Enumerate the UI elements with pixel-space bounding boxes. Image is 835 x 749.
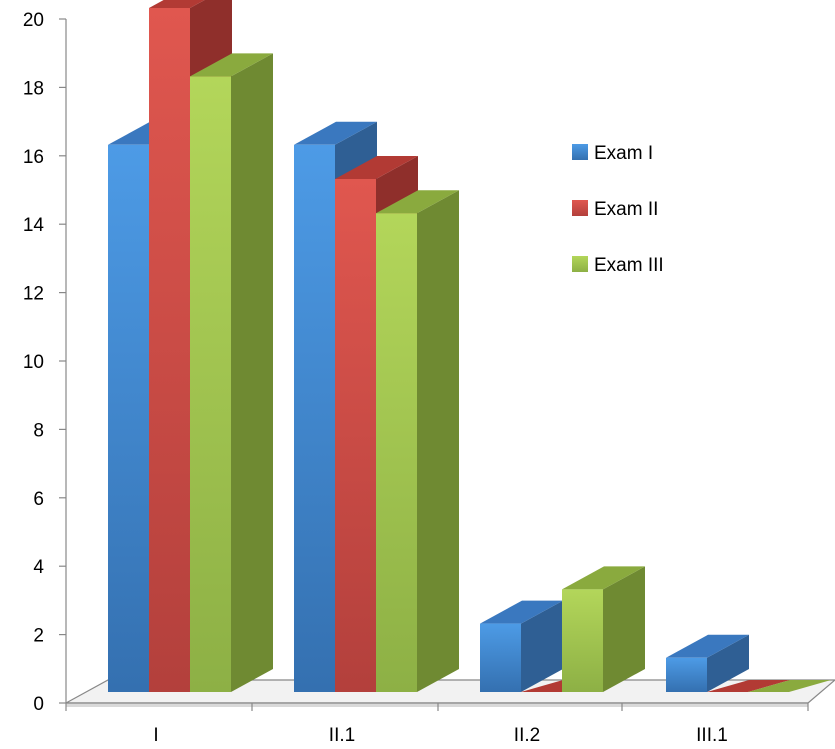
- bar-front: [376, 213, 417, 692]
- x-tick-label: I: [153, 725, 158, 746]
- bar-top: [376, 190, 459, 214]
- bar-top: [707, 680, 790, 692]
- bars: [108, 0, 831, 693]
- bar-top: [190, 53, 273, 77]
- bar: [707, 680, 790, 692]
- bar-front: [562, 589, 603, 692]
- bar-top: [562, 566, 645, 590]
- x-tick-label: II.2: [514, 725, 540, 746]
- y-tick-label: 4: [33, 557, 44, 578]
- bar-side: [603, 566, 645, 692]
- bar: [562, 566, 645, 692]
- bar-front: [666, 657, 707, 692]
- y-tick-label: 20: [23, 10, 44, 31]
- bar-top: [480, 600, 563, 624]
- legend: Exam I Exam II Exam III: [572, 143, 664, 276]
- bar: [748, 680, 831, 692]
- bar-front: [294, 144, 335, 693]
- bar-top: [335, 156, 418, 179]
- x-tick-label: III.1: [696, 725, 728, 746]
- y-tick-label: 18: [23, 78, 44, 99]
- legend-swatch: [572, 256, 588, 272]
- bar-top: [149, 0, 205, 8]
- bar-side: [521, 600, 563, 692]
- bar: [376, 190, 459, 692]
- y-tick-label: 12: [23, 284, 44, 305]
- legend-swatch: [572, 200, 588, 216]
- bar-side: [707, 634, 749, 692]
- bar-top: [294, 121, 377, 145]
- legend-label: Exam II: [594, 199, 658, 220]
- y-tick-label: 10: [23, 352, 44, 373]
- y-tick-label: 0: [33, 694, 44, 715]
- bar-side: [231, 53, 273, 692]
- legend-label: Exam III: [594, 255, 664, 276]
- bar-front: [108, 144, 149, 693]
- y-tick-label: 16: [23, 147, 44, 168]
- bar: [190, 53, 273, 692]
- axes: [59, 18, 809, 711]
- y-tick-label: 2: [33, 626, 44, 647]
- bar-top: [666, 634, 749, 658]
- y-tick-label: 14: [23, 215, 45, 236]
- y-tick-label: 8: [33, 420, 44, 441]
- legend-label: Exam I: [594, 143, 653, 164]
- bar-side: [417, 190, 459, 692]
- bar-top: [748, 680, 831, 692]
- bar-front: [335, 179, 376, 692]
- y-tick-label: 6: [33, 489, 44, 510]
- bar: [666, 634, 749, 692]
- legend-swatch: [572, 144, 588, 160]
- bar-front: [149, 8, 190, 692]
- bar: [480, 600, 563, 692]
- bar-front: [190, 76, 231, 692]
- bar-front: [480, 623, 521, 692]
- x-tick-label: II.1: [329, 725, 355, 746]
